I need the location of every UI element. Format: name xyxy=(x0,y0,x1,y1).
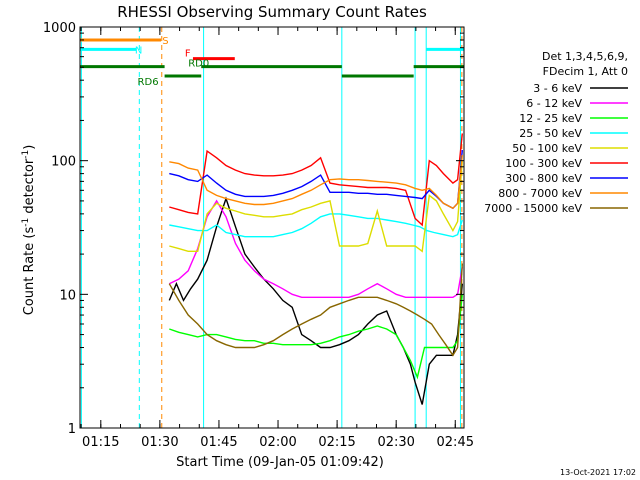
y-axis-label-mid: detector xyxy=(22,158,37,218)
series-line-3 xyxy=(169,213,463,238)
legend-label-4: 50 - 100 keV xyxy=(512,142,582,155)
series-line-6 xyxy=(169,150,463,210)
y-tick-label-3: 1000 xyxy=(43,21,76,36)
chart-title: RHESSI Observing Summary Count Rates xyxy=(117,3,427,21)
series-line-0 xyxy=(168,196,463,405)
y-axis-label-end: ) xyxy=(22,145,37,150)
state-bar-label-rd0: RD0 xyxy=(188,59,209,70)
series-line-1 xyxy=(168,199,463,298)
x-tick-label-4: 02:15 xyxy=(318,435,355,450)
legend-label-2: 12 - 25 keV xyxy=(519,112,582,125)
series-line-2 xyxy=(169,294,463,380)
legend-label-8: 7000 - 15000 keV xyxy=(484,202,582,215)
plot-frame xyxy=(79,26,465,429)
y-axis-label-main: Count Rate (s xyxy=(22,227,37,316)
y-axis-label-sup2: -1 xyxy=(21,150,31,159)
x-tick-label-1: 01:30 xyxy=(141,435,178,450)
series-line-8 xyxy=(168,263,463,357)
x-axis-label: Start Time (09-Jan-05 01:09:42) xyxy=(176,455,384,470)
legend: Det 1,3,4,5,6,9, FDecim 1, Att 0 3 - 6 k… xyxy=(484,50,628,215)
state-bar-label-s: S xyxy=(162,36,168,47)
y-tick-label-0: 1 xyxy=(68,422,76,437)
legend-label-1: 6 - 12 keV xyxy=(526,97,582,110)
x-tick-label-0: 01:15 xyxy=(82,435,119,450)
state-bar-label-n: N xyxy=(135,45,142,56)
y-axis-label-sup1: -1 xyxy=(21,218,31,227)
series-line-4 xyxy=(169,160,463,253)
series-line-5 xyxy=(169,133,463,227)
y-axis-label: Count Rate (s-1 detector-1) xyxy=(21,145,37,316)
legend-label-5: 100 - 300 keV xyxy=(505,157,582,170)
x-tick-label-2: 01:45 xyxy=(200,435,237,450)
x-tick-label-6: 02:45 xyxy=(437,435,474,450)
footer-timestamp: 13-Oct-2021 17:02 xyxy=(560,468,636,477)
x-tick-label-5: 02:30 xyxy=(377,435,414,450)
y-tick-label-1: 10 xyxy=(59,288,76,303)
legend-header-line2: FDecim 1, Att 0 xyxy=(543,65,628,78)
legend-label-0: 3 - 6 keV xyxy=(533,82,582,95)
legend-label-3: 25 - 50 keV xyxy=(519,127,582,140)
legend-label-7: 800 - 7000 keV xyxy=(498,187,582,200)
legend-entries: 3 - 6 keV 6 - 12 keV 12 - 25 keV 25 - 50 ke… xyxy=(484,82,628,215)
state-bar-label-f: F xyxy=(185,49,191,60)
legend-label-6: 300 - 800 keV xyxy=(505,172,582,185)
legend-header-line1: Det 1,3,4,5,6,9, xyxy=(542,50,628,63)
state-bar-label-rd6: RD6 xyxy=(138,77,159,88)
series-line-7 xyxy=(169,155,463,210)
y-tick-label-2: 100 xyxy=(51,155,76,170)
x-tick-label-3: 02:00 xyxy=(259,435,296,450)
axes: 1 10 100 1000 01:15 01:30 01:45 02:00 02:15 02:30… xyxy=(43,21,474,450)
